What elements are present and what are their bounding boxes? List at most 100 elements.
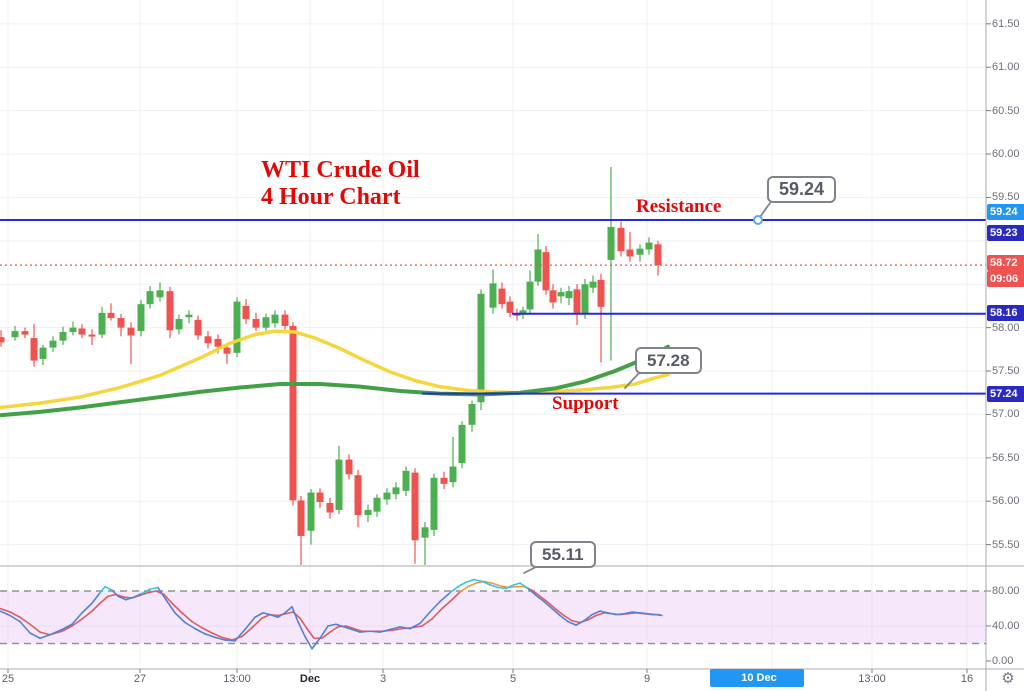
stoch-k-line: [49, 628, 63, 636]
stoch-k-line: [254, 612, 264, 619]
candle-body: [98, 312, 106, 335]
stoch-k-line: [141, 588, 151, 595]
stoch-k-line: [519, 582, 529, 590]
stoch-k-line: [655, 613, 663, 617]
stoch-d-line: [441, 598, 453, 610]
candle-body: [137, 304, 145, 332]
candle-body: [654, 244, 662, 266]
candle-body: [565, 291, 573, 299]
candle-body: [440, 477, 448, 484]
stoch-k-line: [607, 612, 617, 616]
candle-body: [542, 252, 550, 291]
stoch-d-line: [563, 614, 573, 622]
stoch-d-line: [29, 623, 41, 633]
stoch-k-line: [647, 612, 657, 616]
stoch-d-line: [345, 625, 355, 630]
candle-body: [430, 477, 438, 530]
stoch-d-line: [211, 632, 223, 639]
stoch-k-line: [184, 621, 196, 630]
stoch-k-line: [513, 582, 521, 586]
candle-body: [262, 317, 270, 328]
stoch-k-line: [559, 614, 569, 623]
candle-body: [146, 291, 154, 305]
stoch-d-line: [459, 585, 469, 593]
stoch-k-line: [543, 600, 553, 610]
stoch-k-line: [457, 581, 467, 588]
stoch-d-line: [499, 584, 509, 589]
candle-body: [214, 338, 222, 347]
candle-body: [281, 314, 289, 326]
candle-body: [289, 325, 297, 501]
stoch-k-line: [117, 595, 127, 601]
stoch-d-line: [201, 626, 213, 634]
stoch-d-line: [595, 612, 605, 617]
candle-body: [636, 248, 644, 255]
candle-body: [449, 466, 457, 483]
candle-body: [194, 319, 202, 336]
candle-body: [589, 281, 597, 288]
stoch-d-line: [99, 595, 109, 605]
stoch-k-line: [351, 628, 361, 633]
stoch-band: [0, 591, 986, 644]
candle-body: [373, 497, 381, 512]
candle-body: [557, 292, 565, 297]
stoch-k-line: [599, 610, 609, 614]
stoch-d-line: [171, 602, 183, 614]
candle-body: [354, 475, 362, 516]
stoch-d-line: [539, 595, 549, 604]
candle-body: [421, 527, 429, 538]
stoch-k-line: [439, 591, 451, 603]
candle-body: [39, 347, 47, 359]
stoch-k-line: [104, 585, 113, 591]
stoch-k-line: [335, 623, 345, 628]
candle-body: [326, 502, 334, 513]
stoch-k-line: [269, 613, 279, 619]
stoch-d-line: [71, 618, 83, 627]
stoch-d-line: [9, 611, 21, 619]
candle-body: [316, 492, 324, 503]
stoch-d-line: [483, 580, 493, 584]
stoch-k-line: [551, 607, 561, 617]
stoch-k-line: [99, 585, 106, 594]
stoch-d-line: [451, 591, 461, 601]
candle-body: [0, 337, 5, 343]
ma-fast-line: [0, 329, 670, 410]
candle-body: [645, 242, 653, 250]
candle-body: [107, 312, 115, 319]
stoch-k-line: [157, 586, 167, 601]
stoch-k-line: [61, 623, 73, 631]
candle-body: [78, 328, 86, 335]
stoch-k-line: [409, 622, 421, 630]
candle-body: [69, 327, 77, 332]
stoch-k-line: [369, 630, 381, 633]
stoch-k-line: [81, 602, 93, 614]
stoch-k-line: [465, 578, 475, 584]
stoch-k-line: [194, 627, 206, 635]
candle-body: [549, 290, 557, 303]
stoch-k-line: [277, 612, 286, 619]
candle-body: [573, 289, 581, 313]
candle-body: [335, 459, 343, 510]
stoch-k-line: [379, 628, 391, 633]
candle-body: [30, 338, 38, 361]
stoch-d-line: [261, 613, 271, 619]
candle-body: [411, 472, 419, 541]
stoch-k-line: [419, 611, 431, 625]
stoch-d-line: [467, 582, 477, 588]
candle-body: [458, 424, 466, 464]
stoch-k-line: [0, 610, 11, 617]
candle-body: [581, 284, 589, 314]
stoch-k-line: [575, 619, 585, 626]
stoch-d-line: [107, 593, 117, 598]
stoch-k-line: [19, 620, 31, 634]
stoch-d-line: [329, 626, 339, 633]
stoch-k-line: [449, 585, 459, 594]
candle-body: [185, 314, 193, 318]
stoch-d-line: [61, 625, 73, 633]
candle-body: [402, 470, 410, 491]
stoch-k-line: [311, 637, 321, 650]
stoch-k-line: [111, 589, 119, 598]
candle-body: [204, 336, 212, 344]
candle-body: [534, 249, 542, 282]
